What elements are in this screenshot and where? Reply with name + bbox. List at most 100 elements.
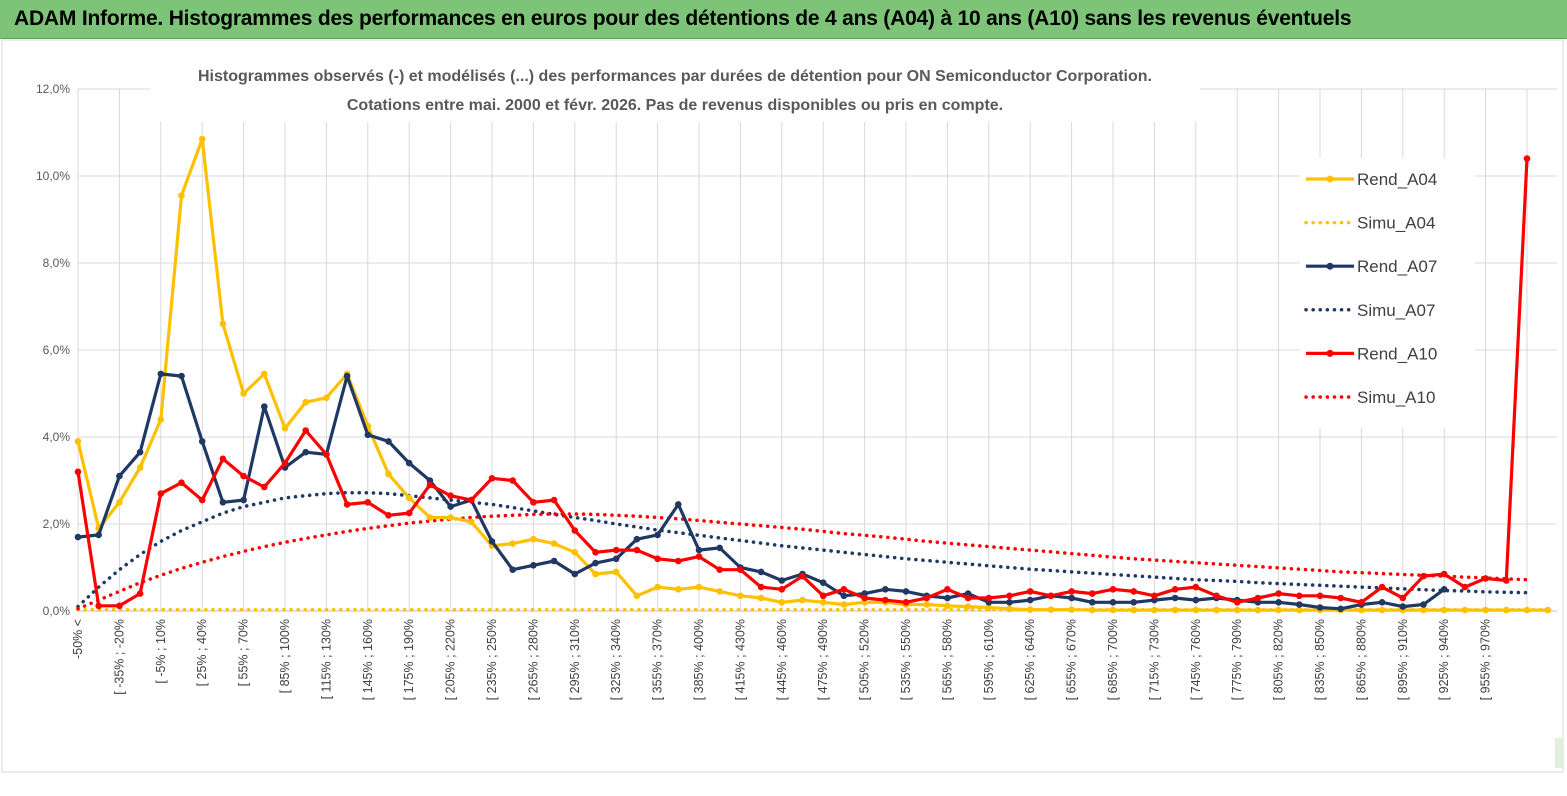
legend-backdrop [1300,158,1475,428]
data-point-rend-a10 [695,553,703,560]
data-point-rend-a07 [1068,594,1075,602]
data-point-rend-a10 [902,599,910,606]
data-point-rend-a10 [1275,590,1282,597]
legend-entry: Rend_A04 [1357,170,1437,189]
data-point-rend-a07 [654,531,661,539]
data-point-rend-a07 [219,499,227,506]
legend: Rend_A04 Simu_A04 Rend_A07 Simu_A07 Rend_A10… [1304,170,1437,407]
data-point-rend-a04 [1254,606,1262,614]
data-point-rend-a04 [530,535,537,543]
data-point-rend-a10 [1358,599,1365,606]
data-point-rend-a07 [716,544,723,552]
data-point-rend-a07 [405,459,413,467]
data-point-rend-a04 [240,390,247,397]
data-point-rend-a10 [716,566,723,573]
data-point-rend-a07 [343,372,351,380]
data-point-rend-a07 [240,496,247,504]
x-tick-label: [ 745% ; 760% [1189,619,1203,700]
data-point-rend-a07 [136,448,144,456]
data-point-rend-a10 [447,492,454,500]
data-point-rend-a04 [1296,606,1303,614]
data-point-rend-a07 [447,503,454,510]
data-point-rend-a07 [261,403,268,410]
legend-entry: Simu_A07 [1357,301,1435,320]
data-point-rend-a10 [923,594,930,602]
x-tick-label: [ 925% ; 940% [1437,619,1451,700]
legend-marker [1326,262,1334,270]
data-point-rend-a04 [695,583,703,591]
data-point-rend-a07 [1316,604,1324,611]
data-point-rend-a10 [1151,592,1158,600]
data-point-rend-a04 [757,594,765,602]
data-point-rend-a07 [1109,599,1117,606]
data-point-rend-a04 [840,601,848,608]
data-point-rend-a04 [447,514,454,521]
data-point-rend-a07 [1440,586,1448,593]
data-point-rend-a07 [530,562,537,569]
data-point-rend-a10 [1378,583,1386,591]
data-point-rend-a04 [405,494,413,502]
data-point-rend-a10 [74,468,82,476]
data-point-rend-a07 [1378,599,1386,606]
data-point-rend-a10 [571,527,579,534]
x-tick-label: [ 25% ; 40% [195,619,209,686]
x-tick-label: [ 685% ; 700% [1106,619,1120,700]
x-tick-label: [ 955% ; 970% [1479,619,1493,700]
data-point-rend-a04 [1523,606,1531,614]
data-point-rend-a07 [882,586,889,593]
data-point-rend-a07 [1026,596,1034,604]
x-tick-label: [ 85% ; 100% [278,619,292,693]
y-tick-label: 0,0% [43,604,71,618]
data-point-rend-a04 [985,604,993,611]
histogram-chart: 0,0% 2,0% 4,0% 6,0% 8,0% 10,0% 12,0% -50% < [ -… [1,39,1564,773]
data-point-rend-a04 [198,135,206,143]
data-point-rend-a04 [1358,606,1365,614]
data-point-rend-a04 [1503,606,1510,614]
data-point-rend-a10 [1068,588,1075,595]
corner-marker [1555,738,1563,768]
x-tick-label: [ 295% ; 310% [568,619,582,700]
x-tick-label: [ 205% ; 220% [444,619,458,700]
data-point-rend-a10 [116,602,123,610]
x-tick-label: [ -35% ; -20% [112,619,126,695]
data-point-rend-a07 [819,579,827,586]
x-tick-label: [ 475% ; 490% [816,619,830,700]
data-point-rend-a07 [592,559,599,567]
data-point-rend-a04 [716,588,723,595]
data-point-rend-a04 [323,394,330,402]
data-point-rend-a04 [116,499,123,506]
data-point-rend-a07 [778,577,786,584]
data-point-rend-a07 [1420,601,1427,608]
x-tick-label: [ 865% ; 880% [1354,619,1368,700]
chart-title-line2: Cotations entre mai. 2000 et févr. 2026.… [347,97,1003,114]
data-point-rend-a07 [675,501,682,508]
data-point-rend-a04 [654,583,661,591]
data-point-rend-a04 [1482,606,1489,614]
data-point-rend-a07 [1130,599,1137,606]
x-tick-labels: -50% < [ -35% ; -20% [ -5% ; 10% [ 25% ; 40… [71,619,1493,700]
data-point-rend-a04 [1068,606,1075,613]
data-point-rend-a10 [964,594,972,602]
data-point-rend-a04 [675,586,682,593]
data-point-rend-a10 [240,472,247,480]
data-point-rend-a04 [1213,606,1220,614]
data-point-rend-a04 [1151,606,1158,614]
data-point-rend-a10 [95,602,102,610]
data-point-rend-a07 [157,370,165,378]
data-point-rend-a07 [571,570,579,578]
data-point-rend-a07 [1296,601,1303,608]
series-line-rend-a04 [76,137,1548,612]
data-point-rend-a07 [902,588,910,595]
data-point-rend-a07 [364,431,372,439]
data-point-rend-a07 [74,533,82,541]
data-point-rend-a04 [74,438,82,445]
data-point-rend-a10 [343,501,351,508]
data-point-rend-a04 [1461,606,1469,614]
data-point-rend-a04 [219,320,227,328]
data-point-rend-a04 [1171,606,1179,614]
y-tick-label: 12,0% [36,82,70,96]
legend-marker [1326,175,1334,183]
data-point-rend-a10 [1130,588,1137,595]
data-point-rend-a10 [468,496,475,504]
report-title: ADAM Informe. Histogrammes des performan… [14,7,1352,30]
